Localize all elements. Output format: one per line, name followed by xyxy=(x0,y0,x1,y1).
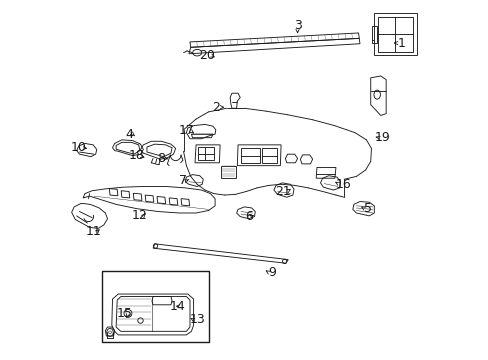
Text: 2: 2 xyxy=(212,101,220,114)
Text: 9: 9 xyxy=(268,266,276,279)
Text: 19: 19 xyxy=(374,131,389,144)
Text: 3: 3 xyxy=(293,19,301,32)
Text: 21: 21 xyxy=(275,185,290,198)
Text: 15: 15 xyxy=(116,307,132,320)
Bar xyxy=(102,271,209,342)
Text: 17: 17 xyxy=(178,124,194,137)
Text: 13: 13 xyxy=(189,313,204,327)
Text: 18: 18 xyxy=(129,149,144,162)
Text: 11: 11 xyxy=(85,225,101,238)
Text: 7: 7 xyxy=(179,174,186,187)
Text: 20: 20 xyxy=(199,49,214,62)
Text: 8: 8 xyxy=(157,152,165,165)
Text: 10: 10 xyxy=(71,141,86,154)
Text: 5: 5 xyxy=(364,202,371,215)
Text: 1: 1 xyxy=(397,36,405,50)
Text: 6: 6 xyxy=(244,210,252,223)
Text: 4: 4 xyxy=(125,127,133,141)
Text: 16: 16 xyxy=(335,178,350,191)
Text: 14: 14 xyxy=(169,300,184,313)
Text: 12: 12 xyxy=(132,210,147,222)
